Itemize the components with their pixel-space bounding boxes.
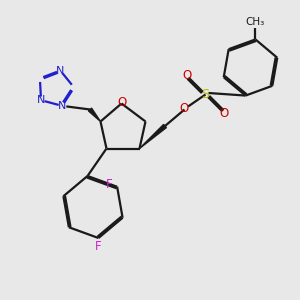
Text: O: O [220,107,229,120]
Polygon shape [140,124,166,148]
Text: F: F [95,240,102,253]
Text: N: N [58,101,66,111]
Polygon shape [88,108,101,122]
Text: F: F [106,178,113,191]
Text: O: O [118,96,127,110]
Text: O: O [180,102,189,116]
Text: N: N [37,95,45,105]
Text: O: O [182,69,191,82]
Text: S: S [202,88,209,101]
Text: CH₃: CH₃ [246,17,265,27]
Text: N: N [56,65,64,76]
